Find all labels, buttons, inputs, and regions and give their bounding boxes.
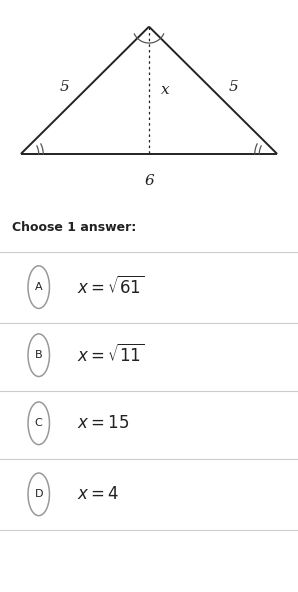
Text: D: D <box>35 490 43 499</box>
Text: $x = \sqrt{11}$: $x = \sqrt{11}$ <box>77 344 145 366</box>
Text: $x = 4$: $x = 4$ <box>77 485 120 503</box>
Text: x: x <box>161 83 170 97</box>
Circle shape <box>28 402 49 445</box>
Text: A: A <box>35 282 43 292</box>
Text: B: B <box>35 350 43 360</box>
Circle shape <box>28 473 49 516</box>
Circle shape <box>28 334 49 377</box>
Text: 5: 5 <box>229 81 239 94</box>
Circle shape <box>28 266 49 308</box>
Text: C: C <box>35 419 43 428</box>
Text: $x = \sqrt{61}$: $x = \sqrt{61}$ <box>77 276 145 298</box>
Text: $x = 15$: $x = 15$ <box>77 414 130 432</box>
Text: 6: 6 <box>144 173 154 188</box>
Text: Choose 1 answer:: Choose 1 answer: <box>12 221 136 234</box>
Text: 5: 5 <box>59 81 69 94</box>
